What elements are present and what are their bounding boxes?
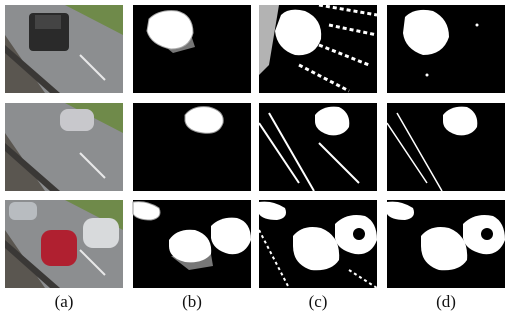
- figure: (a) (b) (c) (d): [0, 0, 505, 322]
- mask: [133, 103, 251, 191]
- mask: [259, 200, 377, 288]
- mask: [387, 5, 505, 93]
- caption-label: (d): [387, 292, 505, 312]
- caption-label: (a): [5, 292, 123, 312]
- mask: [133, 200, 251, 288]
- mask: [259, 103, 377, 191]
- mask: [259, 5, 377, 93]
- mask: [387, 200, 505, 288]
- photo: [5, 103, 123, 191]
- caption-label: (c): [259, 292, 377, 312]
- mask: [133, 5, 251, 93]
- mask: [387, 103, 505, 191]
- photo: [5, 5, 123, 93]
- photo: [5, 200, 123, 288]
- caption-label: (b): [133, 292, 251, 312]
- image-grid: [0, 0, 505, 290]
